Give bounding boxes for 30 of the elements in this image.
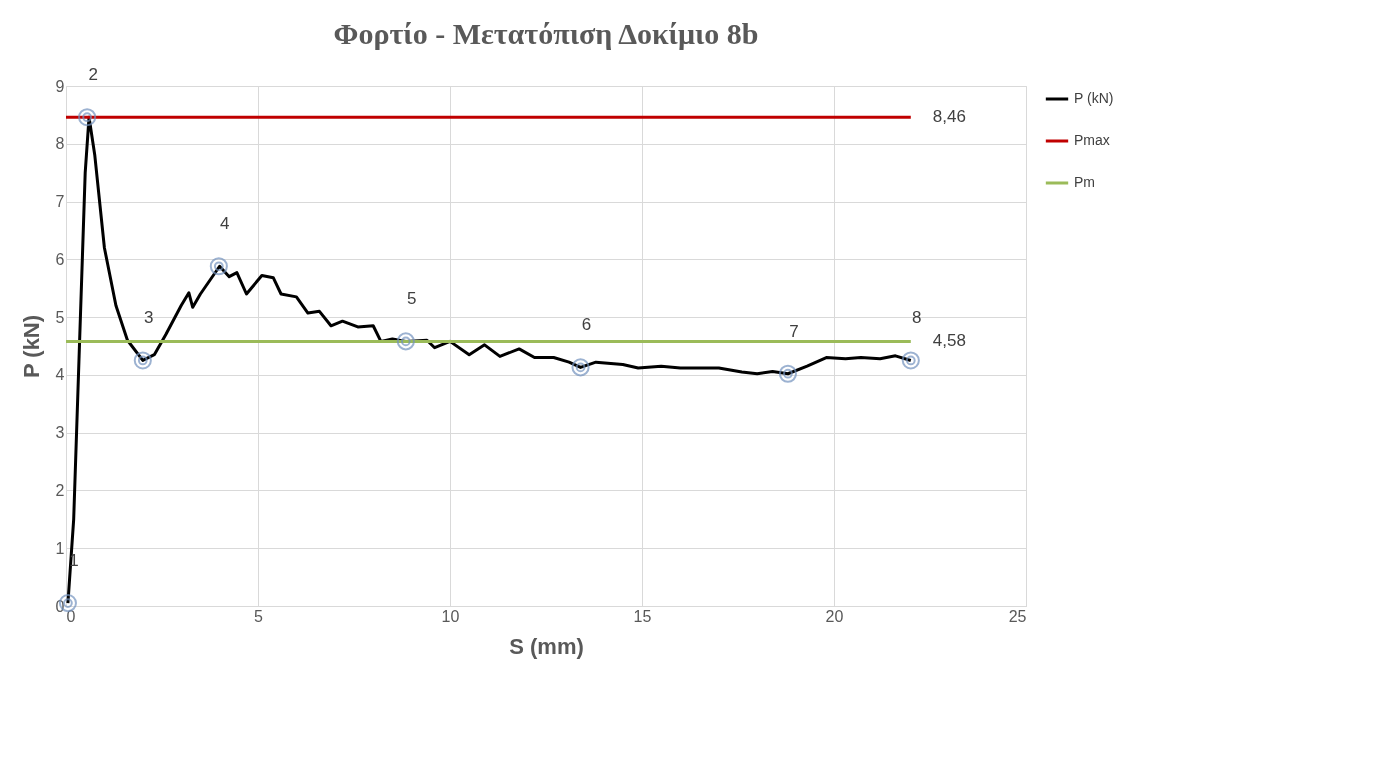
y-tick-label: 1 — [55, 539, 65, 557]
legend-label: Pmax — [1074, 132, 1110, 148]
annotation: 7 — [789, 321, 799, 341]
y-tick-label: 4 — [55, 366, 65, 384]
legend-label: P (kN) — [1074, 90, 1114, 106]
x-tick-label: 20 — [825, 607, 844, 625]
x-tick-label: 0 — [66, 607, 76, 625]
annotation: 4 — [220, 214, 230, 234]
chart-title: Φορτίο - Μετατόπιση Δοκίμιο 8b — [333, 17, 759, 51]
y-tick-label: 5 — [55, 308, 65, 326]
annotation: 2 — [88, 65, 98, 85]
data-label: 8,46 — [932, 107, 966, 127]
y-tick-label: 7 — [55, 193, 65, 211]
legend-label: Pm — [1074, 174, 1095, 190]
y-tick-label: 9 — [55, 77, 65, 95]
x-tick-label: 5 — [254, 607, 264, 625]
y-tick-label: 8 — [55, 135, 65, 153]
y-axis-title: P (kN) — [18, 314, 44, 379]
annotation: 3 — [144, 308, 154, 328]
data-label: 4,58 — [932, 331, 966, 351]
y-tick-label: 2 — [55, 481, 65, 499]
x-axis-title: S (mm) — [509, 633, 584, 659]
y-tick-label: 6 — [55, 250, 65, 268]
x-tick-label: 25 — [1008, 607, 1027, 625]
x-tick-label: 15 — [633, 607, 652, 625]
annotation: 6 — [581, 315, 592, 335]
x-tick-label: 10 — [441, 607, 460, 625]
y-tick-label: 3 — [55, 424, 65, 442]
annotation: 5 — [407, 289, 417, 309]
annotation: 8 — [912, 308, 922, 328]
